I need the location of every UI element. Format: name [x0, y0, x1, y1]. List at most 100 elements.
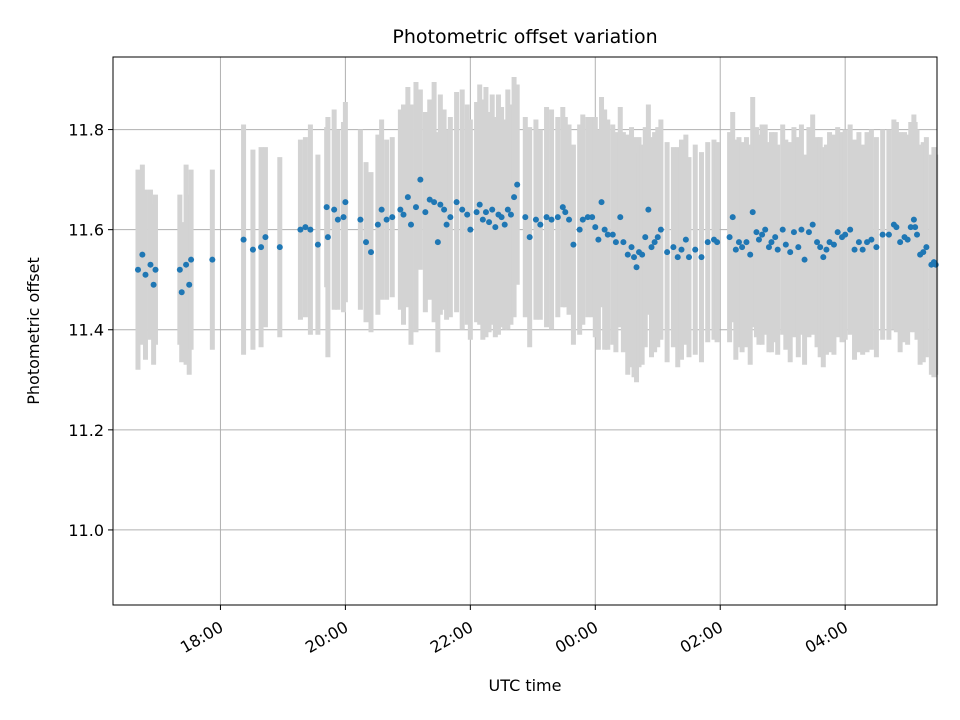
data-point	[834, 229, 841, 236]
data-point	[873, 244, 880, 251]
data-point	[209, 256, 216, 263]
data-point	[855, 239, 862, 246]
y-tick-label: 11.4	[68, 321, 104, 340]
data-point	[566, 216, 573, 223]
data-point	[559, 204, 566, 211]
data-point	[609, 231, 616, 238]
data-point	[357, 216, 364, 223]
data-point	[714, 239, 721, 246]
data-point	[779, 226, 786, 233]
data-point	[479, 216, 486, 223]
data-point	[759, 231, 766, 238]
data-point	[595, 236, 602, 243]
data-point	[437, 201, 444, 208]
plot-area-frame	[112, 56, 938, 606]
data-point	[514, 181, 521, 188]
x-tick-label: 18:00	[177, 617, 226, 657]
data-point	[732, 246, 739, 253]
data-point	[186, 281, 193, 288]
data-point	[323, 204, 330, 211]
data-point	[302, 224, 309, 231]
data-point	[579, 216, 586, 223]
data-point	[276, 244, 283, 251]
data-point	[584, 214, 591, 221]
data-point	[139, 251, 146, 258]
data-point	[762, 226, 769, 233]
data-point	[297, 226, 304, 233]
data-point	[340, 214, 347, 221]
x-tick-label: 22:00	[427, 617, 476, 657]
data-point	[912, 224, 919, 231]
data-point	[633, 264, 640, 271]
data-point	[467, 226, 474, 233]
data-point	[830, 241, 837, 248]
data-point	[498, 214, 505, 221]
data-point	[601, 226, 608, 233]
data-point	[765, 244, 772, 251]
data-point	[755, 236, 762, 243]
data-point	[188, 256, 195, 263]
data-point	[682, 236, 689, 243]
data-point	[134, 266, 141, 273]
data-point	[258, 244, 265, 251]
data-point	[923, 244, 930, 251]
data-point	[620, 239, 627, 246]
data-point	[511, 194, 518, 201]
data-point	[645, 206, 652, 213]
data-point	[917, 251, 924, 258]
data-point	[904, 236, 911, 243]
data-point	[910, 216, 917, 223]
data-point	[868, 236, 875, 243]
data-point	[507, 211, 514, 218]
data-point	[363, 239, 370, 246]
x-tick-label: 20:00	[302, 617, 351, 657]
data-point	[639, 251, 646, 258]
y-tick-label: 11.8	[68, 121, 104, 140]
data-point	[628, 244, 635, 251]
data-point	[314, 241, 321, 248]
data-point	[809, 221, 816, 228]
data-point	[801, 256, 808, 263]
data-point	[670, 244, 677, 251]
data-points	[134, 176, 939, 296]
data-point	[176, 266, 183, 273]
y-tick-label: 11.6	[68, 221, 104, 240]
data-point	[342, 199, 349, 206]
data-point	[739, 244, 746, 251]
data-point	[729, 214, 736, 221]
data-point	[795, 244, 802, 251]
data-point	[814, 239, 821, 246]
y-axis-ticks: 11.0 11.2 11.4 11.6 11.8	[68, 121, 113, 540]
data-point	[735, 239, 742, 246]
y-axis-title: Photometric offset	[24, 257, 43, 405]
data-point	[492, 224, 499, 231]
data-point	[476, 201, 483, 208]
data-point	[612, 239, 619, 246]
data-point	[368, 249, 375, 256]
data-point	[851, 246, 858, 253]
data-point	[864, 239, 871, 246]
data-point	[464, 211, 471, 218]
data-point	[262, 234, 269, 241]
data-point	[383, 216, 390, 223]
data-point	[847, 226, 854, 233]
y-tick-label: 11.0	[68, 521, 104, 540]
data-point	[930, 259, 937, 266]
data-point	[150, 281, 157, 288]
data-point	[598, 199, 605, 206]
data-point	[768, 239, 775, 246]
data-point	[651, 239, 658, 246]
data-point	[817, 244, 824, 251]
data-point	[434, 239, 441, 246]
data-point	[473, 209, 480, 216]
data-point	[642, 234, 649, 241]
data-point	[648, 244, 655, 251]
data-point	[443, 221, 450, 228]
data-point	[805, 229, 812, 236]
data-point	[907, 224, 914, 231]
data-point	[526, 234, 533, 241]
data-point	[324, 234, 331, 241]
data-point	[576, 226, 583, 233]
data-point	[820, 254, 827, 261]
